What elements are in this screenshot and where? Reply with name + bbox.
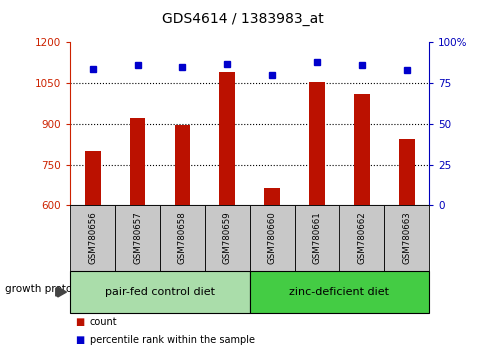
Text: percentile rank within the sample: percentile rank within the sample [90, 335, 254, 345]
Text: GSM780662: GSM780662 [357, 212, 366, 264]
Bar [353, 94, 369, 205]
Bar [264, 188, 279, 205]
Text: pair-fed control diet: pair-fed control diet [105, 287, 214, 297]
Text: GSM780658: GSM780658 [178, 212, 187, 264]
Text: GSM780663: GSM780663 [401, 212, 410, 264]
Text: GSM780661: GSM780661 [312, 212, 321, 264]
Text: growth protocol: growth protocol [5, 284, 87, 293]
Bar [398, 139, 414, 205]
Text: GSM780656: GSM780656 [88, 212, 97, 264]
Bar [309, 82, 324, 205]
Text: GSM780660: GSM780660 [267, 212, 276, 264]
Bar [174, 125, 190, 205]
Text: ■: ■ [75, 335, 84, 345]
Text: zinc-deficient diet: zinc-deficient diet [289, 287, 389, 297]
Text: ■: ■ [75, 317, 84, 327]
Text: GSM780659: GSM780659 [222, 212, 231, 264]
Text: count: count [90, 317, 117, 327]
Bar [130, 119, 145, 205]
Bar [219, 72, 235, 205]
Bar [85, 151, 100, 205]
Text: GSM780657: GSM780657 [133, 212, 142, 264]
Text: GDS4614 / 1383983_at: GDS4614 / 1383983_at [161, 12, 323, 27]
